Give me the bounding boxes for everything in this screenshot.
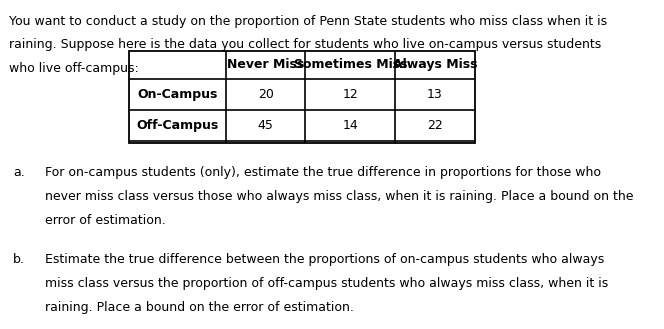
Text: 20: 20 xyxy=(258,88,274,101)
Text: miss class versus the proportion of off-campus students who always miss class, w: miss class versus the proportion of off-… xyxy=(45,277,608,290)
Text: raining. Suppose here is the data you collect for students who live on-campus ve: raining. Suppose here is the data you co… xyxy=(9,38,601,52)
Text: Estimate the true difference between the proportions of on-campus students who a: Estimate the true difference between the… xyxy=(45,253,604,266)
Text: Always Miss: Always Miss xyxy=(392,59,477,71)
Text: Sometimes Miss: Sometimes Miss xyxy=(293,59,407,71)
Text: 12: 12 xyxy=(343,88,358,101)
Text: error of estimation.: error of estimation. xyxy=(45,214,166,227)
Text: who live off-campus:: who live off-campus: xyxy=(9,62,138,75)
Text: You want to conduct a study on the proportion of Penn State students who miss cl: You want to conduct a study on the propo… xyxy=(9,15,607,28)
Text: Off-Campus: Off-Campus xyxy=(137,119,218,132)
Text: On-Campus: On-Campus xyxy=(137,88,218,101)
Text: 45: 45 xyxy=(258,119,274,132)
Text: 13: 13 xyxy=(427,88,443,101)
Text: Never Miss: Never Miss xyxy=(227,59,304,71)
Text: For on-campus students (only), estimate the true difference in proportions for t: For on-campus students (only), estimate … xyxy=(45,166,601,179)
Text: b.: b. xyxy=(13,253,25,266)
Text: never miss class versus those who always miss class, when it is raining. Place a: never miss class versus those who always… xyxy=(45,190,633,203)
Text: 14: 14 xyxy=(343,119,358,132)
Text: raining. Place a bound on the error of estimation.: raining. Place a bound on the error of e… xyxy=(45,301,354,314)
Text: 22: 22 xyxy=(427,119,443,132)
Text: a.: a. xyxy=(13,166,25,179)
